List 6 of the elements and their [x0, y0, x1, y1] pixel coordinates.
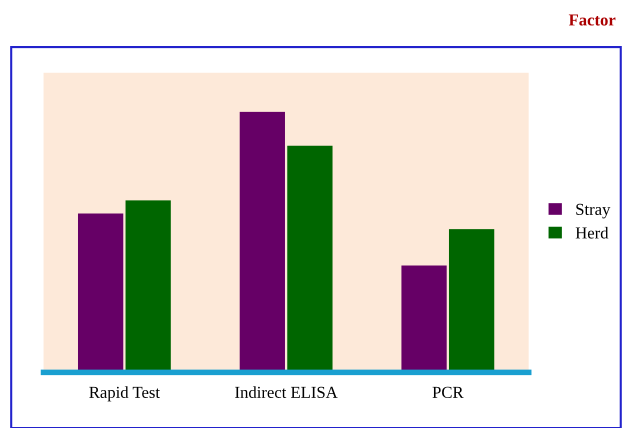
- x-tick-label: Rapid Test: [89, 386, 160, 402]
- x-tick-label: Indirect ELISA: [235, 386, 338, 398]
- text: Factor: [568, 14, 616, 26]
- x-tick-label: PCR: [432, 386, 464, 398]
- legend-label: Stray: [576, 204, 610, 218]
- legend-label: Herd: [576, 226, 608, 239]
